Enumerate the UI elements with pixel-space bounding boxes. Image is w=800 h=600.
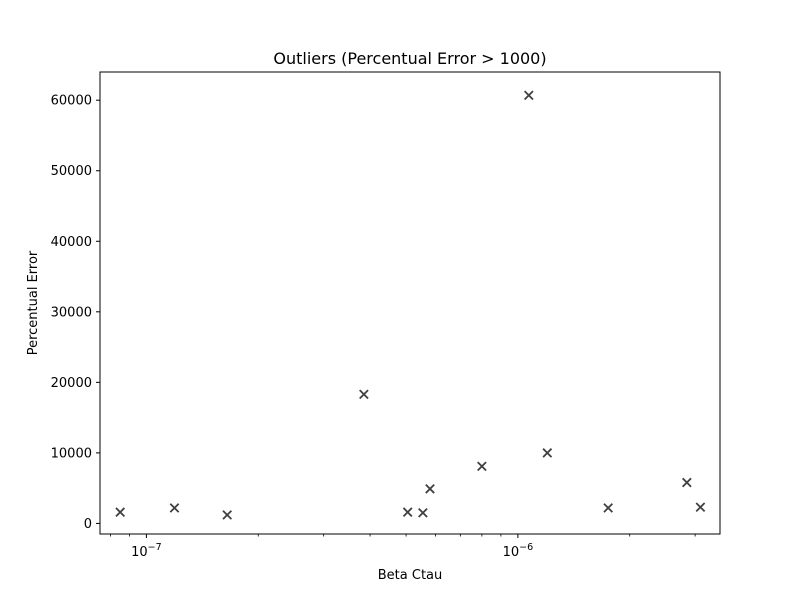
data-point-marker xyxy=(523,90,534,101)
y-tick-label: 10000 xyxy=(51,446,92,461)
data-point-marker xyxy=(169,503,180,513)
chart-title: Outliers (Percentual Error > 1000) xyxy=(273,49,546,68)
plot-area: 0 10000 20000 30000 40000 50000 60000 10−7 10−6 xyxy=(51,71,721,560)
data-point-marker xyxy=(695,502,706,513)
data-point-marker xyxy=(477,461,487,472)
x-axis-title: Beta Ctau xyxy=(378,568,443,583)
data-point-marker xyxy=(402,507,413,517)
data-point-marker xyxy=(542,448,553,458)
y-tick-label: 50000 xyxy=(51,164,92,179)
data-point-marker xyxy=(359,389,369,400)
y-tick-label: 60000 xyxy=(51,94,92,109)
x-tick-label: 10−7 xyxy=(131,542,162,560)
y-tick-label: 30000 xyxy=(51,305,92,320)
data-point-marker xyxy=(603,503,614,513)
data-point-marker xyxy=(222,510,233,520)
y-tick-label: 40000 xyxy=(51,235,92,250)
x-tick-label: 10−6 xyxy=(503,542,534,560)
data-point-marker xyxy=(418,508,428,518)
data-point-marker xyxy=(115,507,126,517)
y-axis-title: Percentual Error xyxy=(26,250,41,355)
y-tick-label: 0 xyxy=(84,517,92,532)
axes-frame xyxy=(99,71,721,535)
data-point-marker xyxy=(682,477,692,488)
data-point-marker xyxy=(425,484,435,494)
y-tick-label: 20000 xyxy=(51,376,92,391)
